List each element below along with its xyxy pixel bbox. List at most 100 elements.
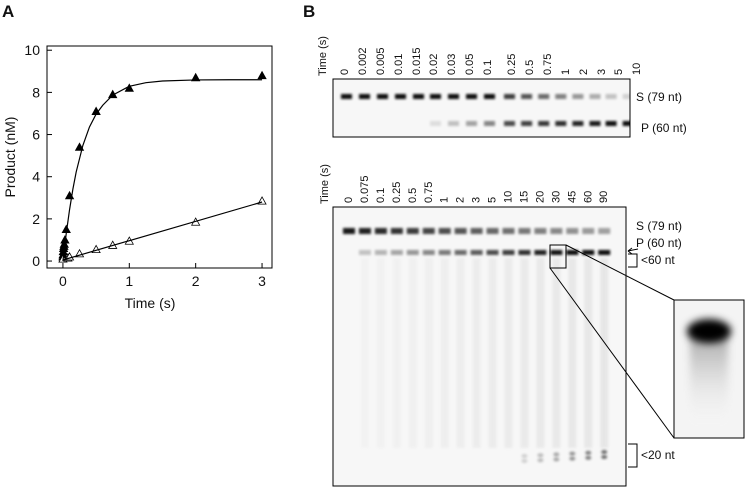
gel-band xyxy=(582,250,595,255)
gel-band xyxy=(422,250,435,255)
lane-label: 90 xyxy=(598,191,610,203)
lane-label: 0.002 xyxy=(357,47,369,75)
lane-label: 1 xyxy=(560,69,572,75)
gel-band xyxy=(343,228,355,234)
gel-smear xyxy=(504,258,513,448)
arrow xyxy=(627,247,639,255)
gel-band xyxy=(466,94,477,99)
gel-band xyxy=(534,250,547,255)
gel-band xyxy=(538,121,550,126)
band-label: S (79 nt) xyxy=(636,219,682,233)
lane-label: 30 xyxy=(550,191,562,203)
x-axis-label: Time (s) xyxy=(125,295,176,311)
gel-top-bands xyxy=(341,94,630,126)
lane-label: 5 xyxy=(487,197,499,203)
gel-axis-label: Time (s) xyxy=(317,36,329,76)
gel-band xyxy=(484,121,495,126)
gel-band xyxy=(430,94,441,99)
gel-band xyxy=(566,250,579,255)
gel-band xyxy=(585,455,592,460)
gel-band xyxy=(504,121,515,126)
gel-band xyxy=(569,451,576,456)
gel-band xyxy=(390,250,403,255)
gel-band xyxy=(438,250,451,255)
gel-band xyxy=(448,94,459,99)
y-tick-label: 2 xyxy=(32,211,40,227)
gel-band xyxy=(406,228,419,234)
gel-smear xyxy=(552,258,561,448)
y-tick-label: 8 xyxy=(32,84,40,100)
plot-frame xyxy=(46,45,273,269)
gel-smear xyxy=(456,258,465,448)
bracket xyxy=(628,253,638,268)
lane-label: 0.1 xyxy=(482,60,494,75)
gel-band xyxy=(502,250,515,255)
gel-band xyxy=(395,94,406,99)
gel-band xyxy=(622,94,630,99)
lane-label: 0.75 xyxy=(423,182,435,203)
gel-band xyxy=(537,458,544,463)
gel-band xyxy=(448,121,459,126)
lane-label: 0.02 xyxy=(428,54,440,75)
gel-band xyxy=(555,121,567,126)
lane-label: 1 xyxy=(439,197,451,203)
gel-band xyxy=(566,228,579,234)
lane-label: 0.005 xyxy=(375,47,387,75)
gel-smear xyxy=(376,258,385,448)
gel-band xyxy=(553,457,560,462)
fit-line xyxy=(62,79,263,262)
gel-smear xyxy=(488,258,497,448)
gel-band xyxy=(470,228,483,234)
x-tick-label: 0 xyxy=(59,273,67,289)
gel-band xyxy=(390,228,403,234)
gel-band xyxy=(454,228,467,234)
gel-band xyxy=(555,94,567,99)
gel-band xyxy=(521,459,528,463)
gel-band xyxy=(374,228,387,234)
gel-smear xyxy=(392,258,401,448)
lane-label: 0.75 xyxy=(542,54,554,75)
gel-band xyxy=(359,94,370,99)
lane-label: 5 xyxy=(613,69,625,75)
gel-band xyxy=(598,250,611,255)
band-label: <60 nt xyxy=(641,253,675,267)
lane-label: 0.25 xyxy=(391,182,403,203)
gel-smear xyxy=(440,258,449,448)
gel-band xyxy=(601,450,608,454)
gel-smear xyxy=(600,258,609,448)
gel-band xyxy=(518,228,531,234)
gel-band xyxy=(537,453,544,458)
gel-band xyxy=(406,250,419,255)
gel-band xyxy=(605,94,617,99)
lane-label: 0.25 xyxy=(506,54,518,75)
fit-line xyxy=(62,201,263,261)
gel-band xyxy=(454,250,467,255)
lane-label: 0.03 xyxy=(446,54,458,75)
gel-smear xyxy=(584,258,593,448)
gel-band xyxy=(538,94,550,99)
gel-band xyxy=(358,250,371,255)
zoom-line xyxy=(549,267,675,439)
lane-label: 0.5 xyxy=(524,60,536,75)
lane-label: 0 xyxy=(339,69,351,75)
gel-band xyxy=(430,121,441,126)
band-label: P (60 nt) xyxy=(636,236,682,250)
gel-axis-label: Time (s) xyxy=(319,164,331,204)
band-label: <20 nt xyxy=(641,448,675,462)
gel-band xyxy=(572,121,584,126)
gel-band xyxy=(521,121,533,126)
gel-smear xyxy=(424,258,433,448)
lane-label: 2 xyxy=(455,197,467,203)
gel-band xyxy=(534,228,547,234)
gel-band xyxy=(504,94,515,99)
gel-smear xyxy=(408,258,417,448)
gel-band xyxy=(486,228,499,234)
gel-band xyxy=(582,228,595,234)
gel-band xyxy=(605,121,617,126)
gel-band xyxy=(438,228,451,234)
band-label: P (60 nt) xyxy=(641,121,687,135)
gel-band xyxy=(484,94,495,99)
gel-band xyxy=(598,228,611,234)
panel-label: A xyxy=(2,2,14,21)
zoom-box xyxy=(549,244,567,269)
